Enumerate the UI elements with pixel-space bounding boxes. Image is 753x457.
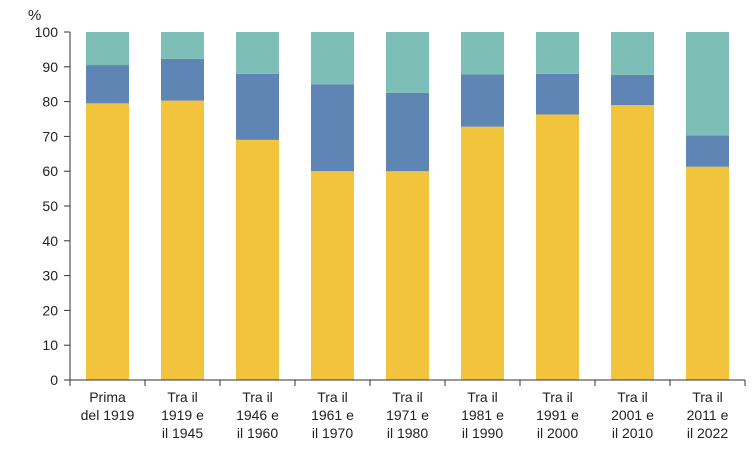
y-tick-label: 90 [42,59,58,75]
bar-segment-2-cat-7 [536,73,579,115]
bar-segment-3-cat-9 [686,32,729,136]
bar-segment-3-cat-7 [536,32,579,74]
bar-segment-3-cat-1 [86,32,129,66]
y-tick-label: 100 [35,24,59,40]
bar-segment-3-cat-3 [236,32,279,74]
bar-segment-1-cat-5 [386,171,429,380]
bar-segment-2-cat-5 [386,92,429,172]
bar-segment-2-cat-3 [236,73,279,140]
y-tick-label: 10 [42,337,58,353]
x-tick-label: Tra il 2011 e il 2022 [687,389,729,441]
y-tick-label: 40 [42,233,58,249]
x-tick-label: Tra il 1971 e il 1980 [386,389,429,441]
x-tick-label: Tra il 1981 e il 1990 [461,389,504,441]
y-tick-label: 70 [42,128,58,144]
bar-segment-1-cat-3 [236,139,279,380]
bar-segment-2-cat-8 [611,74,654,106]
bar-segment-1-cat-2 [161,100,204,380]
bar-segment-1-cat-8 [611,105,654,380]
bar-segment-2-cat-1 [86,65,129,104]
x-tick-label: Tra il 1946 e il 1960 [236,389,279,441]
bar-segment-2-cat-4 [311,84,354,172]
y-axis: 0 10 20 30 40 50 60 70 80 90 100 [35,24,71,388]
bar-segment-3-cat-4 [311,32,354,85]
bar-segment-2-cat-9 [686,135,729,167]
x-tick-label: Tra il 1991 e il 2000 [536,389,579,441]
y-tick-label: 50 [42,198,58,214]
y-tick-label: 80 [42,94,58,110]
bar-segment-2-cat-6 [461,74,504,127]
bar-segment-3-cat-2 [161,32,204,59]
bar-segment-1-cat-9 [686,166,729,380]
bars-group [86,32,729,380]
y-tick-label: 0 [50,372,58,388]
bar-segment-1-cat-1 [86,103,129,380]
bar-segment-3-cat-6 [461,32,504,75]
x-tick-label: Tra il 1961 e il 1970 [311,389,354,441]
x-tick-label: Tra il 1919 e il 1945 [161,389,204,441]
y-tick-label: 20 [42,302,58,318]
y-tick-label: 30 [42,268,58,284]
bar-segment-3-cat-5 [386,32,429,93]
bar-segment-1-cat-4 [311,171,354,380]
bar-segment-1-cat-6 [461,126,504,380]
y-axis-label: % [28,7,41,24]
x-tick-label: Prima del 1919 [81,389,135,423]
y-tick-label: 60 [42,163,58,179]
bar-segment-1-cat-7 [536,114,579,380]
bar-segment-2-cat-2 [161,58,204,101]
x-axis: Prima del 1919 Tra il 1919 e il 1945 Tra il 19… [64,379,746,441]
x-tick-label: Tra il 2001 e il 2010 [611,389,654,441]
bar-segment-3-cat-8 [611,32,654,75]
